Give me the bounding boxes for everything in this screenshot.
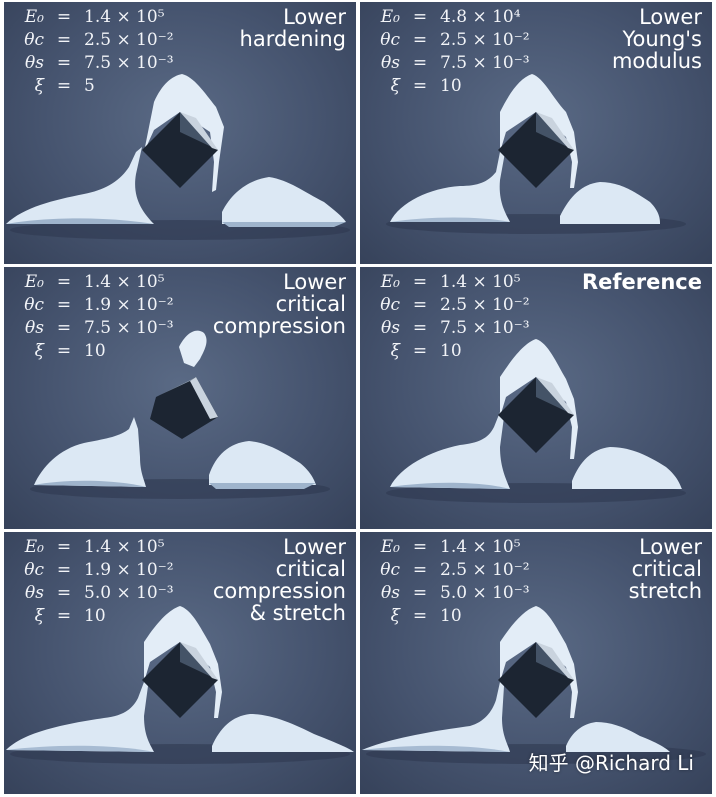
cube-icon: [498, 642, 574, 718]
panel-lower-critical-compression: E₀ = 1.4 × 10⁵ θc = 1.9 × 10⁻² θs = 7.5 × 10⁻³…: [4, 267, 356, 529]
panel-reference: E₀ = 1.4 × 10⁵ θc = 2.5 × 10⁻² θs = 7.5 × 10⁻³…: [360, 267, 712, 529]
parameter-list: E₀ = 1.4 × 10⁵ θc = 2.5 × 10⁻² θs = 5.0 × 10⁻³…: [380, 537, 530, 626]
parameter-list: E₀ = 4.8 × 10⁴ θc = 2.5 × 10⁻² θs = 7.5 × 10⁻³…: [380, 7, 530, 96]
snow-scene: [6, 606, 354, 764]
cube-icon: [498, 377, 574, 453]
snow-scene: [362, 606, 706, 764]
snow-scene: [30, 330, 330, 499]
panel-caption: Lower critical compression & stretch: [212, 535, 346, 625]
cube-icon: [150, 377, 218, 439]
parameter-list: E₀ = 1.4 × 10⁵ θc = 2.5 × 10⁻² θs = 7.5 × 10⁻³…: [380, 272, 530, 361]
panel-caption: Lower critical stretch: [628, 535, 702, 603]
parameter-list: E₀ = 1.4 × 10⁵ θc = 1.9 × 10⁻² θs = 7.5 × 10⁻³…: [24, 272, 174, 361]
panel-caption: Lower critical compression: [212, 270, 346, 338]
panel-caption: Lower Young's modulus: [611, 5, 702, 73]
cube-icon: [498, 112, 574, 188]
panel-caption: Lower hardening: [239, 5, 346, 51]
snow-scene: [6, 74, 350, 240]
figure-grid: E₀ = 1.4 × 10⁵ θc = 2.5 × 10⁻² θs = 7.5 × 10⁻³…: [4, 2, 712, 795]
parameter-list: E₀ = 1.4 × 10⁵ θc = 1.9 × 10⁻² θs = 5.0 × 10⁻³…: [24, 537, 174, 626]
panel-lower-critical-stretch: E₀ = 1.4 × 10⁵ θc = 2.5 × 10⁻² θs = 5.0 × 10⁻³…: [360, 532, 712, 794]
panel-lower-hardening: E₀ = 1.4 × 10⁵ θc = 2.5 × 10⁻² θs = 7.5 × 10⁻³…: [4, 2, 356, 264]
panel-lower-youngs-modulus: E₀ = 4.8 × 10⁴ θc = 2.5 × 10⁻² θs = 7.5 × 10⁻³…: [360, 2, 712, 264]
snow-scene: [386, 74, 686, 234]
cube-icon: [142, 642, 218, 718]
watermark: 知乎 @Richard Li: [528, 751, 694, 775]
panel-caption: Reference: [581, 270, 702, 294]
snow-scene: [386, 339, 686, 503]
cube-icon: [142, 112, 218, 188]
panel-lower-critical-compression-stretch: E₀ = 1.4 × 10⁵ θc = 1.9 × 10⁻² θs = 5.0 × 10⁻³…: [4, 532, 356, 794]
parameter-list: E₀ = 1.4 × 10⁵ θc = 2.5 × 10⁻² θs = 7.5 × 10⁻³…: [24, 7, 174, 96]
